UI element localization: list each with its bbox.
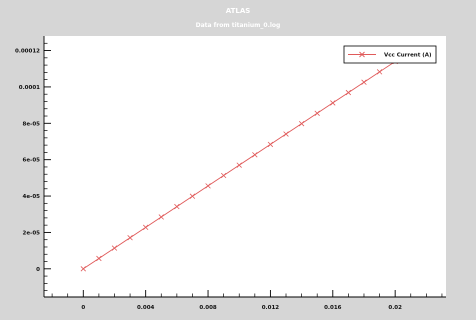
data-point-x-marker — [96, 255, 102, 262]
legend: Vcc Current (A) — [343, 45, 437, 64]
x-tick-label: 0 — [81, 305, 85, 311]
y-tick-label: 0 — [36, 267, 40, 273]
series-layer — [80, 58, 398, 272]
y-tick-label: 4e-05 — [23, 194, 41, 200]
axes-layer: 0 2e-05 4e-05 6e-05 8e-05 0.0001 0.00012 0 0.004… — [15, 36, 446, 311]
data-point-x-marker — [267, 141, 274, 148]
x-tick-label: 0.012 — [262, 305, 280, 311]
plot-area — [44, 36, 446, 297]
data-point-x-marker — [376, 69, 383, 75]
data-point-x-marker — [111, 245, 118, 251]
data-point-x-marker — [314, 110, 320, 116]
x-tick-label: 0.008 — [199, 305, 217, 311]
x-tick-label: 0.02 — [388, 305, 402, 311]
data-point-x-marker — [158, 214, 164, 220]
data-point-x-marker — [220, 172, 227, 179]
legend-box — [343, 45, 437, 64]
data-point-x-marker — [283, 131, 289, 137]
y-tick-label: 0.00012 — [15, 49, 40, 55]
y-tick-label: 6e-05 — [23, 158, 41, 164]
app-title: ATLAS — [225, 7, 251, 15]
y-tick-label: 2e-05 — [23, 230, 41, 236]
data-point-x-marker — [252, 152, 258, 158]
x-tick-label: 0.016 — [324, 305, 342, 311]
data-point-x-marker — [361, 79, 367, 85]
data-point-x-marker — [174, 203, 180, 210]
data-point-x-marker — [298, 120, 305, 127]
data-point-x-marker — [345, 89, 352, 96]
data-point-x-marker — [236, 162, 242, 168]
y-tick-label: 8e-05 — [23, 121, 41, 127]
data-point-x-marker — [142, 224, 149, 231]
data-point-x-marker — [330, 100, 336, 106]
chart-subtitle: Data from titanium_0.log — [195, 22, 281, 29]
y-tick-label: 0.0001 — [19, 85, 40, 91]
data-point-x-marker — [205, 183, 211, 189]
data-point-x-marker — [80, 266, 86, 272]
legend-x-marker-icon — [359, 51, 365, 58]
legend-label: Vcc Current (A) — [384, 53, 432, 59]
x-tick-label: 0.004 — [137, 305, 155, 311]
data-point-x-marker — [189, 193, 196, 199]
data-point-x-marker — [127, 235, 133, 241]
